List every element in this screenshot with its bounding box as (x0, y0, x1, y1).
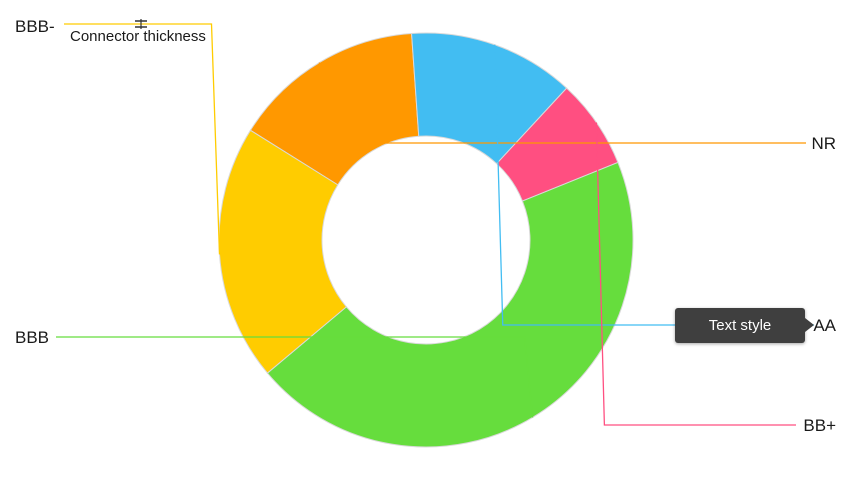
slice-bbb[interactable] (218, 129, 348, 374)
connector-nr[interactable] (318, 62, 806, 144)
label-aa[interactable]: AA (813, 316, 836, 335)
slices-group (218, 32, 634, 448)
label-bbb[interactable]: BBB (15, 328, 49, 347)
connector-bbb[interactable] (64, 23, 221, 255)
label-bbb[interactable]: BBB- (15, 17, 55, 36)
slice-nr[interactable] (249, 32, 420, 186)
text-style-tooltip: Text style (675, 308, 805, 343)
label-nr[interactable]: NR (811, 134, 836, 153)
connector-thickness-annotation: Connector thickness (70, 28, 206, 45)
label-bb[interactable]: BB+ (803, 416, 836, 435)
resize-handle-icon[interactable] (135, 19, 147, 29)
connector-bb[interactable] (595, 122, 796, 426)
slice-aa[interactable] (411, 32, 568, 165)
connector-bbb[interactable] (56, 336, 534, 418)
tooltip-arrow (805, 318, 814, 332)
labels-group: NR AA BB+ BBB BBB- (15, 17, 837, 435)
